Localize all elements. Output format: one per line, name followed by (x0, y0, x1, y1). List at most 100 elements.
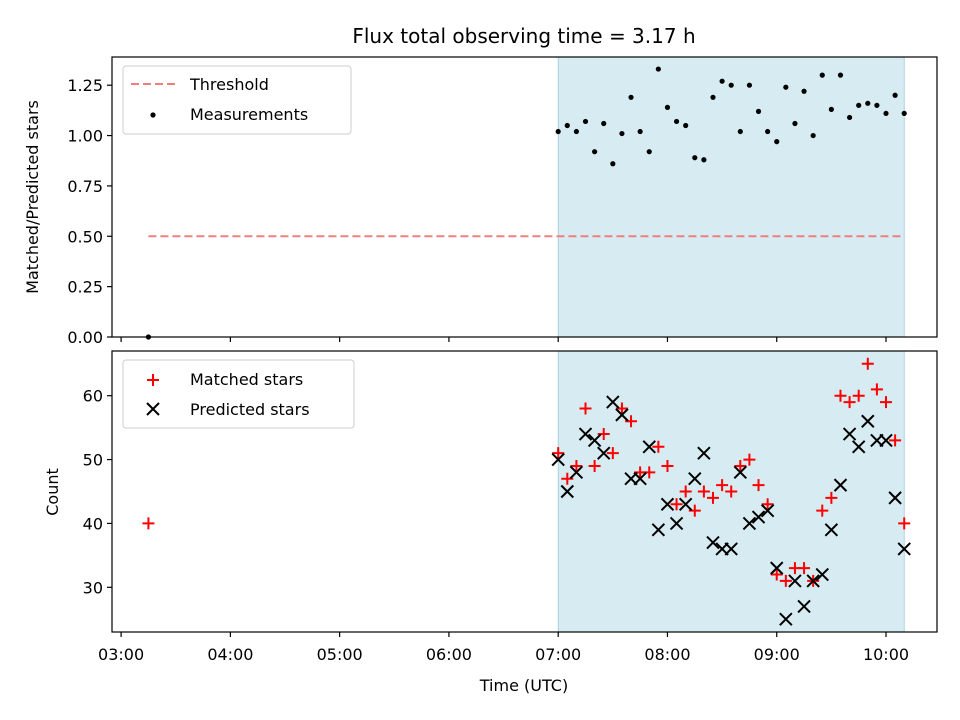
matched-stars-point (898, 517, 911, 530)
measurements-point (810, 132, 816, 139)
y-tick-label: 0.75 (67, 177, 103, 196)
predicted-stars-point (597, 446, 611, 460)
predicted-stars-point (842, 427, 857, 441)
matched-stars-point (861, 357, 874, 370)
measurements-point (801, 88, 807, 94)
legend-measurements-label: Measurements (190, 105, 308, 124)
predicted-stars-point (560, 484, 575, 499)
measurements-point (746, 82, 753, 88)
y-tick-label: 0.50 (67, 227, 103, 246)
y-tick-label: 0.25 (67, 278, 103, 297)
bottom-y-axis-label: Count (43, 468, 62, 516)
bottom-x-ticks: 03:00 04:00 05:00 06:00 07:00 08:00 09:00 10:00 (98, 632, 909, 664)
matched-stars-point (825, 491, 838, 504)
predicted-stars-point (678, 497, 693, 511)
measurements-point (901, 110, 907, 117)
predicted-stars-point (697, 446, 711, 460)
matched-stars-point (752, 479, 765, 492)
legend-threshold-label: Threshold (189, 75, 269, 94)
matched-stars-point (852, 389, 865, 402)
predicted-stars-point (806, 574, 820, 588)
predicted-stars-point (751, 510, 766, 524)
bottom-y-ticks: 30 40 50 60 (83, 387, 112, 597)
predicted-stars-point (851, 440, 866, 454)
measurements-point (737, 128, 743, 135)
legend-measurements-swatch (150, 112, 156, 118)
predicted-stars-point (797, 599, 811, 614)
measurements-point (783, 84, 789, 90)
measurements-point (701, 157, 707, 163)
measurements-point (728, 82, 734, 88)
top-axes-frame (111, 56, 938, 338)
matched-stars-point (588, 459, 601, 472)
top-observing-span (557, 56, 905, 338)
measurements-point (792, 120, 798, 127)
matched-stars-point (770, 568, 783, 581)
matched-stars-point (816, 504, 829, 517)
measurements-point (637, 128, 643, 135)
matched-stars-point (661, 459, 674, 472)
bottom-legend: Matched stars Predicted stars (122, 359, 355, 429)
x-tick-label: 09:00 (754, 645, 800, 664)
predicted-stars-point (861, 414, 875, 428)
measurements-point (610, 161, 616, 167)
measurements-point (774, 139, 780, 145)
matched-stars-point (679, 485, 692, 498)
top-x-ticks (120, 337, 887, 342)
y-tick-label: 60 (83, 387, 103, 406)
measurements-point (874, 102, 880, 108)
measurements-point (555, 128, 561, 135)
measurements-point (619, 130, 625, 137)
measurements-point (664, 104, 671, 110)
matched-stars-point (606, 447, 619, 460)
predicted-stars-point (742, 516, 757, 531)
y-tick-label: 50 (83, 451, 103, 470)
predicted-stars-point (660, 497, 675, 511)
predicted-stars-point (578, 427, 593, 441)
matched-stars-point (779, 574, 792, 587)
predicted-stars-point (770, 561, 784, 575)
matched-stars-point (697, 485, 710, 498)
x-axis-label: Time (UTC) (479, 676, 568, 695)
top-marks (145, 66, 907, 340)
chart-title: Flux total observing time = 3.17 h (352, 24, 695, 48)
predicted-stars-point (824, 523, 839, 537)
measurements-point (592, 149, 598, 155)
measurements-point (646, 149, 652, 155)
measurements-point (601, 120, 607, 127)
predicted-stars-point (779, 612, 793, 626)
measurements-point (883, 110, 889, 117)
matched-stars-point (670, 498, 683, 511)
matched-stars-point (761, 498, 774, 511)
predicted-stars-point (733, 465, 748, 480)
measurements-point (683, 122, 689, 129)
measurements-point (765, 128, 771, 135)
top-legend: Threshold Measurements (122, 65, 352, 135)
predicted-stars-point (760, 503, 775, 518)
legend-predicted-label: Predicted stars (190, 400, 310, 419)
x-tick-label: 07:00 (535, 645, 581, 664)
matched-stars-point (734, 459, 747, 472)
predicted-stars-point (606, 395, 620, 409)
measurements-point (628, 94, 634, 100)
measurements-point (828, 106, 834, 112)
matched-stars-point (889, 434, 902, 447)
y-tick-label: 40 (83, 514, 103, 533)
measurements-point (819, 72, 825, 78)
measurements-point (564, 122, 570, 129)
matched-stars-point (716, 479, 729, 492)
matched-stars-point (579, 402, 592, 415)
matched-stars-point (834, 389, 847, 402)
predicted-stars-point (788, 574, 802, 588)
matched-stars-point (552, 447, 565, 460)
predicted-stars-point (651, 523, 666, 537)
top-panel: 0.00 0.25 0.50 0.75 1.00 1.25 Matched/Predict… (23, 56, 938, 347)
predicted-stars-point (688, 472, 702, 486)
measurements-point (655, 66, 661, 72)
matched-stars-point (706, 491, 719, 504)
matched-stars-point (843, 396, 856, 409)
top-y-axis-label: Matched/Predicted stars (23, 100, 42, 294)
x-tick-label: 03:00 (98, 645, 144, 664)
